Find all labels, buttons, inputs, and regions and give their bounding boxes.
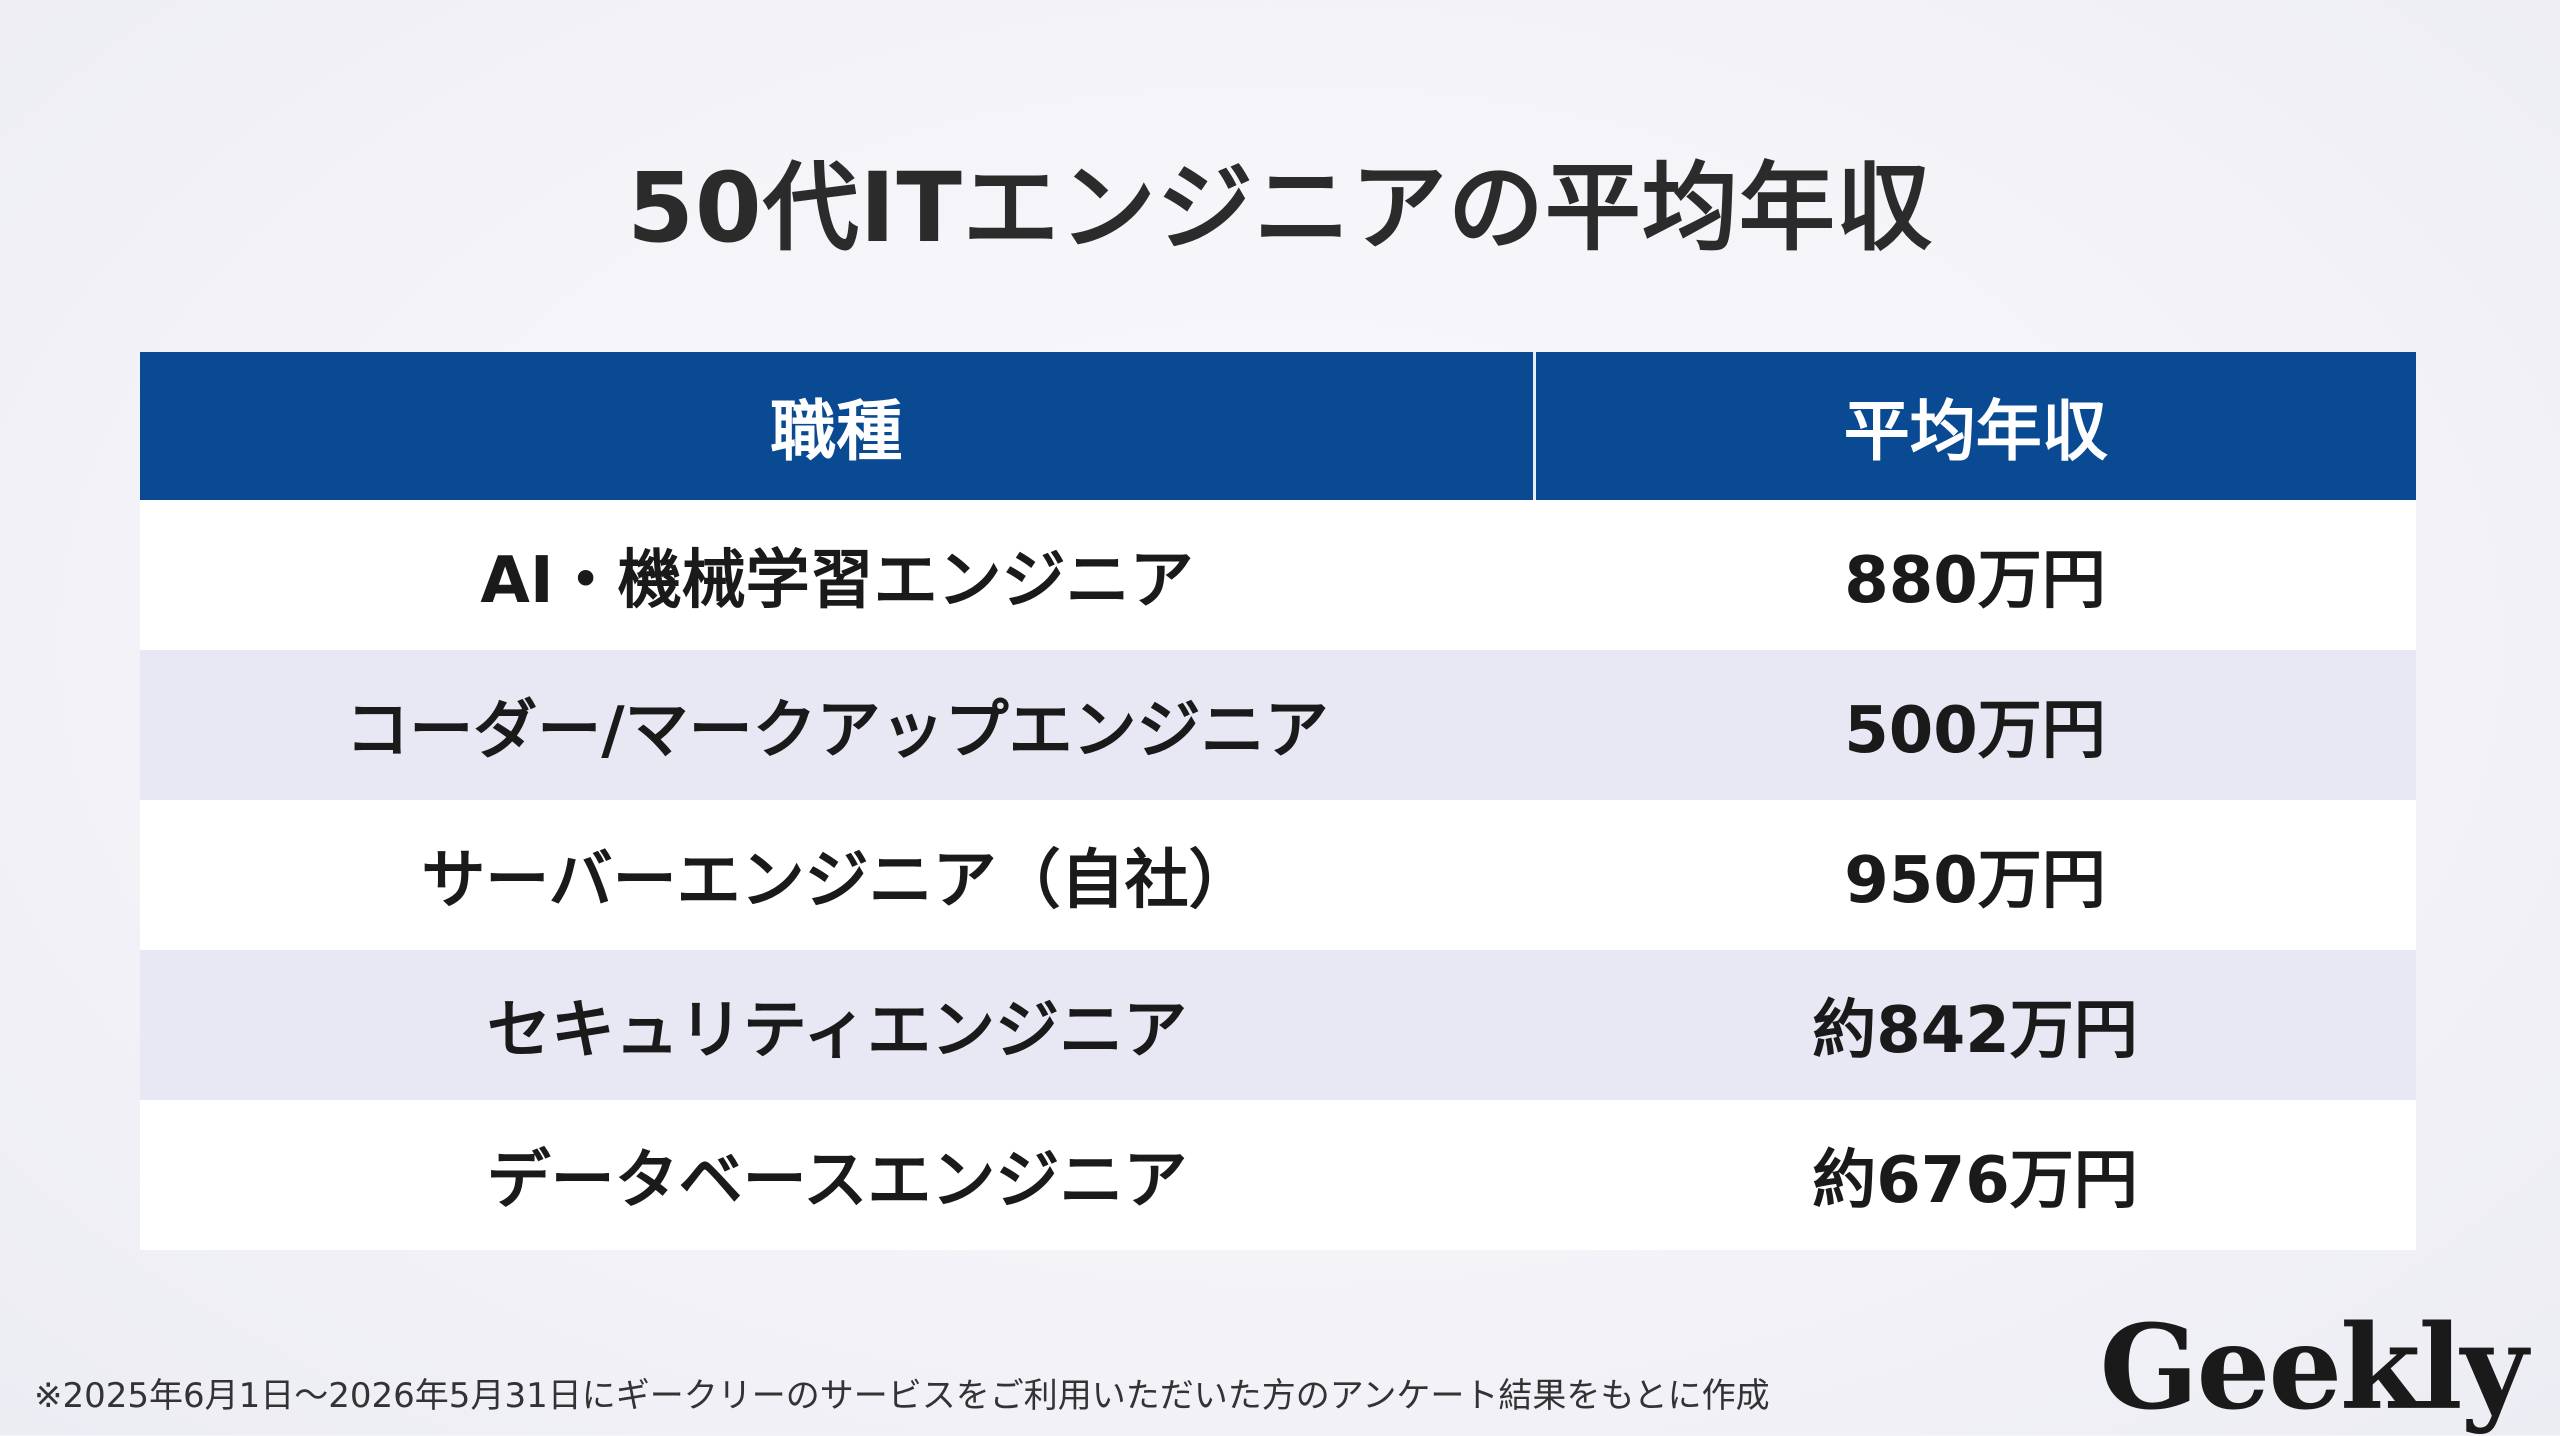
page-title: 50代ITエンジニアの平均年収	[627, 152, 1933, 264]
salary-cell: 880万円	[1534, 500, 2416, 650]
salary-cell: 約842万円	[1534, 950, 2416, 1100]
job-cell: データベースエンジニア	[140, 1100, 1534, 1250]
footnote: ※2025年6月1日～2026年5月31日にギークリーのサービスをご利用いただい…	[34, 1376, 1770, 1416]
geekly-logo: Geekly	[2099, 1300, 2528, 1436]
table-row: セキュリティエンジニア 約842万円	[140, 950, 2416, 1100]
salary-cell: 950万円	[1534, 800, 2416, 950]
table-row: AI・機械学習エンジニア 880万円	[140, 500, 2416, 650]
table-row: データベースエンジニア 約676万円	[140, 1100, 2416, 1250]
table-row: コーダー/マークアップエンジニア 500万円	[140, 650, 2416, 800]
job-cell: AI・機械学習エンジニア	[140, 500, 1534, 650]
column-header-salary: 平均年収	[1534, 352, 2416, 500]
salary-table: 職種 平均年収 AI・機械学習エンジニア 880万円 コーダー/マークアップエン…	[140, 352, 2416, 1250]
salary-cell: 約676万円	[1534, 1100, 2416, 1250]
table-header-row: 職種 平均年収	[140, 352, 2416, 500]
column-header-job: 職種	[140, 352, 1536, 500]
job-cell: サーバーエンジニア（自社）	[140, 800, 1534, 950]
table-row: サーバーエンジニア（自社） 950万円	[140, 800, 2416, 950]
salary-cell: 500万円	[1534, 650, 2416, 800]
job-cell: セキュリティエンジニア	[140, 950, 1534, 1100]
job-cell: コーダー/マークアップエンジニア	[140, 650, 1534, 800]
